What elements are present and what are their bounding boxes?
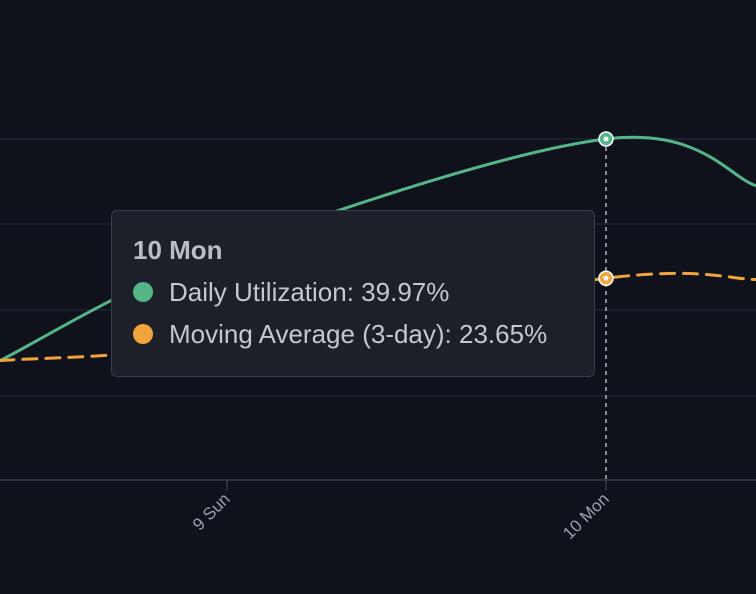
x-axis-ticks: 9 Sun 10 Mon [189,480,613,543]
x-tick-label: 10 Mon [559,489,613,543]
legend-dot-icon [133,324,153,344]
legend-dot-icon [133,282,153,302]
tooltip-row-daily-utilization: Daily Utilization: 39.97% [133,277,574,307]
data-point-marker-center [603,136,609,142]
tooltip: 10 Mon Daily Utilization: 39.97% Moving … [111,210,595,377]
series-line-daily-utilization [0,135,756,363]
x-tick-label: 9 Sun [189,489,234,534]
tooltip-row-moving-average: Moving Average (3-day): 23.65% [133,319,574,349]
tooltip-title: 10 Mon [133,235,223,265]
data-point-marker-center [603,275,609,281]
tooltip-row-label: Moving Average (3-day): 23.65% [169,319,548,349]
tooltip-row-label: Daily Utilization: 39.97% [169,277,450,307]
